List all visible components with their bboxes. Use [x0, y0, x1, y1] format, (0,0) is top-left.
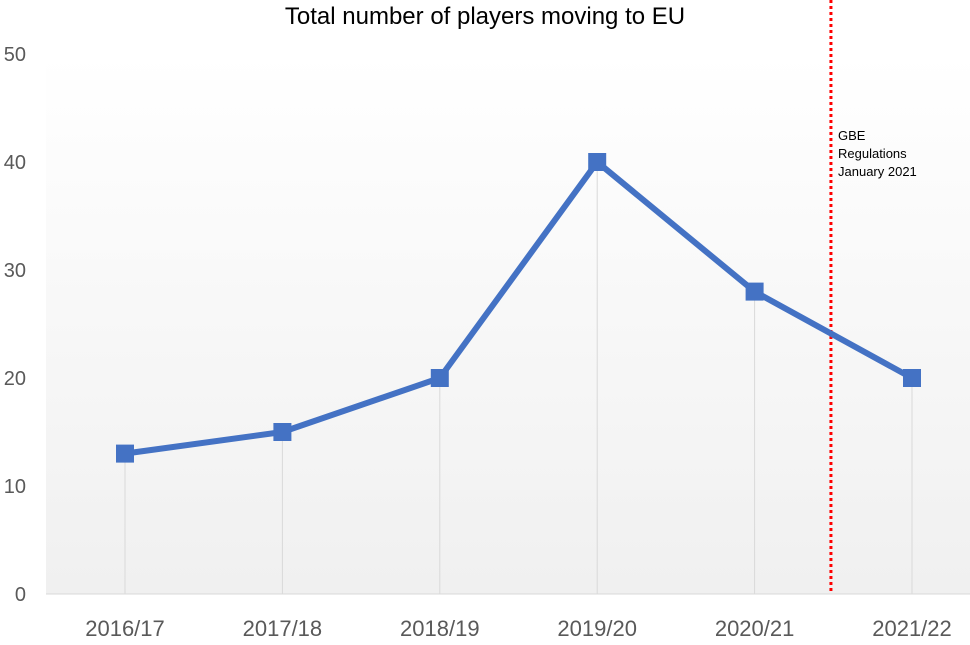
annotation-text: GBE Regulations January 2021: [838, 128, 917, 179]
y-tick-label: 40: [4, 152, 26, 174]
data-point: [588, 153, 607, 171]
drop-lines: [124, 162, 913, 594]
y-tick-label: 30: [4, 260, 26, 282]
y-tick-label: 50: [4, 44, 26, 66]
series-line: [122, 159, 915, 457]
y-tick-label: 20: [4, 368, 26, 390]
x-tick-label: 2018/19: [400, 616, 480, 641]
series-markers: [116, 153, 921, 463]
x-tick-label: 2020/21: [715, 616, 795, 641]
x-tick-label: 2021/22: [872, 616, 952, 641]
annotation-line-1: GBE: [838, 128, 866, 143]
data-point: [273, 423, 292, 441]
data-point: [430, 369, 449, 387]
data-point: [745, 282, 764, 301]
chart-title: Total number of players moving to EU: [285, 3, 685, 30]
y-axis-ticks: 0 10 20 30 40 50: [4, 44, 26, 606]
data-point: [116, 444, 134, 463]
annotation-line-2: Regulations: [838, 146, 907, 161]
annotation-line-3: January 2021: [838, 164, 917, 179]
y-tick-label: 0: [15, 584, 26, 606]
y-tick-label: 10: [4, 476, 26, 498]
x-tick-label: 2017/18: [243, 616, 323, 641]
x-axis-ticks: 2016/17 2017/18 2018/19 2019/20 2020/21 2021/…: [85, 616, 952, 641]
x-tick-label: 2019/20: [557, 616, 637, 641]
x-tick-label: 2016/17: [85, 616, 165, 641]
data-point: [903, 369, 921, 387]
